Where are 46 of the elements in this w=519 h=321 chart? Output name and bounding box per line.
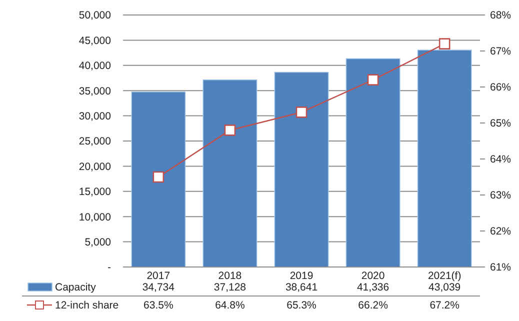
bar [346, 58, 400, 268]
y2-tick-label: 67% [490, 46, 512, 58]
data-label: 63.5% [144, 300, 174, 312]
data-label: 65.3% [286, 300, 316, 312]
y-tick-label: 5,000 [84, 236, 112, 248]
x-tick-label: 2021(f) [428, 270, 462, 282]
bar [274, 72, 329, 268]
y2-tick-label: 65% [490, 118, 512, 130]
bar [131, 92, 186, 268]
y2-tick-label: 62% [490, 226, 512, 238]
y-tick-label: 30,000 [78, 110, 112, 122]
bar [202, 79, 258, 268]
legend-label: Capacity [55, 282, 97, 294]
data-label: 38,641 [285, 282, 318, 294]
bar [417, 50, 472, 268]
y2-tick-label: 63% [490, 190, 512, 202]
data-label: 34,734 [142, 282, 175, 294]
data-label: 64.8% [215, 300, 245, 312]
y2-tick-label: 64% [490, 154, 512, 166]
x-tick-label: 2020 [361, 270, 385, 282]
y-tick-label: 40,000 [78, 60, 112, 72]
data-label: 43,039 [428, 282, 461, 294]
point [296, 106, 308, 118]
y2-tick-label: 68% [490, 10, 512, 22]
data-label: 67.2% [430, 300, 460, 312]
y2-tick-label: 66% [490, 82, 512, 94]
x-tick-label: 2019 [290, 270, 314, 282]
y-tick-label: - [108, 262, 112, 274]
point [438, 38, 450, 50]
point [367, 74, 379, 86]
point [152, 171, 164, 183]
data-label: 37,128 [214, 282, 246, 294]
y-tick-label: 50,000 [78, 10, 112, 22]
data-label: 66.2% [358, 300, 388, 312]
y-tick-label: 45,000 [78, 34, 112, 47]
y-tick-label: 15,000 [78, 186, 112, 198]
legend-label: 12-inch share [55, 300, 119, 312]
x-tick-label: 2017 [146, 270, 170, 282]
x-tick-label: 2018 [218, 270, 242, 282]
y-tick-label: 25,000 [78, 136, 112, 148]
y2-tick-label: 61% [490, 262, 512, 274]
y-tick-label: 35,000 [78, 85, 112, 98]
point [224, 124, 236, 136]
y-tick-label: 20,000 [78, 160, 112, 173]
y-tick-label: 10,000 [78, 211, 112, 224]
data-label: 41,336 [356, 282, 390, 294]
